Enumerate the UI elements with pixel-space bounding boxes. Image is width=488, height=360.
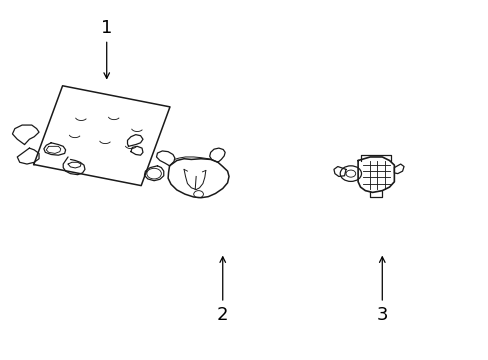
Text: 3: 3 [376,257,387,324]
Text: 2: 2 [217,257,228,324]
Text: 1: 1 [101,19,112,78]
